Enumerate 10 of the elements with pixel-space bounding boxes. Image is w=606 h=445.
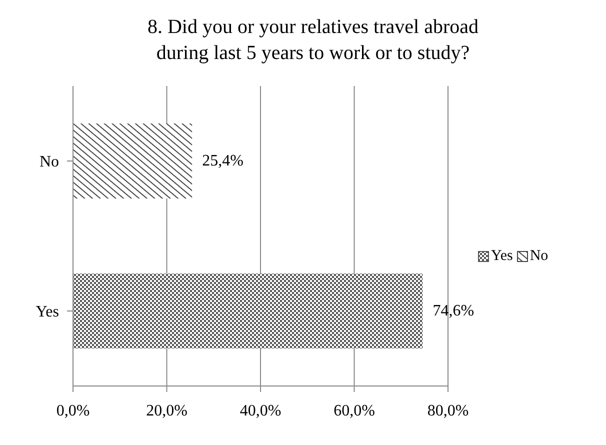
- data-label: 74,6%: [432, 302, 474, 320]
- legend-label: No: [530, 248, 548, 265]
- x-tick-label: 0,0%: [56, 402, 90, 420]
- legend-label: Yes: [491, 248, 513, 265]
- data-label: 25,4%: [202, 152, 244, 170]
- x-tick-label: 60,0%: [334, 402, 375, 420]
- chart-title: 8. Did you or your relatives travel abroad during last 5 years to work or to study?: [146, 15, 480, 66]
- x-tick-label: 40,0%: [240, 402, 282, 420]
- x-tick-label: 80,0%: [427, 402, 469, 420]
- x-tick-label: 20,0%: [146, 402, 188, 420]
